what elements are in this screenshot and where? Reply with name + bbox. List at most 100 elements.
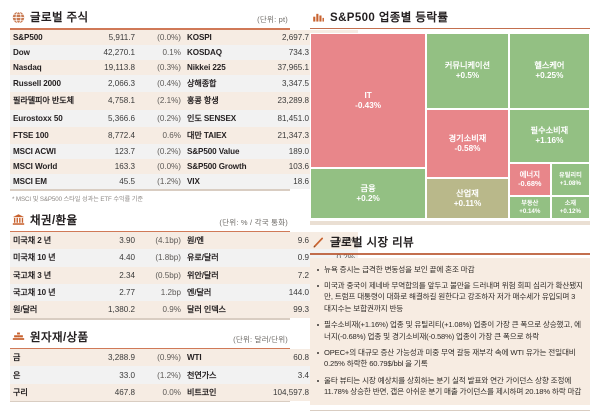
row-value-right: 3.4 [297,370,309,380]
treemap-cell[interactable]: IT -0.43% [310,33,427,169]
row-label-left: 미국채 2 년 [13,236,52,246]
review-bottom-rule [310,409,590,412]
row-label-right: 대만 TAIEX [187,130,227,140]
row-value-left: 2,066.3 [107,79,135,89]
row-change-left: (0.0%) [157,162,181,172]
treemap-cell[interactable]: 산업재 +0.11% [426,178,509,220]
treemap-cell[interactable]: 유틸리티 +1.08% [550,163,590,197]
treemap-cell-value: +1.08% [559,179,581,187]
section-header-treemap: S&P500 업종별 등락률 [310,6,590,28]
row-value-right: 37,965.1 [277,63,309,73]
treemap-cell-name: 소재 [564,200,577,208]
section-header-review: 글로벌 시장 리뷰 [310,231,590,253]
row-label-left: Russell 2000 [13,79,61,89]
review-item: 뉴욕 증시는 급격한 변동성을 보인 끝에 혼조 마감 [317,264,583,275]
divider-commodity [10,347,290,350]
row-value-right: 0.9 [297,253,309,263]
sector-treemap: IT -0.43% 금융 +0.2% 커뮤니케이션 +0.5% 헬스케어 +0.25% 경기소비… [310,33,590,220]
row-value-right: 60.8 [293,353,309,363]
row-label-right: 인도 SENSEX [187,113,237,123]
row-label-right: WTI [187,353,202,363]
row-value-left: 3.90 [119,236,135,246]
row-change-left: (4.1bp) [155,236,181,246]
row-value-left: 163.3 [114,162,135,172]
table-body-equity: S&P5005,911.7(0.0%)KOSPI2,697.7(0.8%)Dow… [10,29,358,190]
treemap-cell[interactable]: 부동산 +0.14% [508,196,551,220]
treemap-cell[interactable]: 헬스케어 +0.25% [508,33,590,109]
row-value-left: 19,113.8 [104,63,135,73]
footnote-equity: * MSCI 및 S&P500 스타일 성과는 ETF 수익률 기준 [12,195,143,203]
row-label-left: 필라델피아 반도체 [13,96,74,106]
treemap-canvas: IT -0.43% 금융 +0.2% 커뮤니케이션 +0.5% 헬스케어 +0.25% 경기소비… [310,33,590,220]
row-label-right: 유로/달러 [187,253,219,263]
section-unit-commodity: (단위: 달러/단위) [233,334,288,344]
row-value-left: 467.8 [114,387,135,397]
table-row: Eurostoxx 50 5,366.6 (0.2%) 인도 SENSEX 81,451… [10,109,358,127]
row-change-left: (1.2%) [157,370,181,380]
row-value-right: 23,289.8 [277,96,309,106]
row-label-right: S&P500 Growth [187,162,247,172]
treemap-cell-name: 경기소비재 [448,133,487,143]
row-label-right: 천연가스 [187,370,217,380]
treemap-cell[interactable]: 필수소비재 +1.16% [508,108,590,164]
treemap-cell-value: +0.25% [535,70,564,80]
table-bottom-rule-commodity [10,400,290,403]
row-value-left: 8,772.4 [107,130,135,140]
row-value-left: 45.5 [119,177,135,187]
treemap-cell-value: +0.11% [453,198,482,208]
row-change-left: (1.2%) [157,177,181,187]
row-label-right: VIX [187,177,200,187]
row-label-left: 원/달러 [13,305,38,314]
row-label-right: 비트코인 [187,387,217,397]
row-change-right: 0.9% [336,236,355,246]
treemap-cell[interactable]: 경기소비재 -0.58% [426,108,509,179]
treemap-cell[interactable]: 금융 +0.2% [310,168,427,220]
row-value-right: 144.0 [288,287,309,297]
row-value-left: 4,758.1 [107,96,135,106]
row-label-left: 국고채 10 년 [13,287,56,297]
globe-icon [12,10,25,24]
treemap-cell[interactable]: 소재 +0.12% [550,196,590,220]
row-value-left: 5,911.7 [108,32,135,42]
treemap-cell-name: IT [364,91,372,101]
row-change-left: 0.0% [162,387,181,397]
treemap-cell-name: 부동산 [521,200,539,208]
row-value-left: 2.77 [119,287,135,297]
section-title-treemap: S&P500 업종별 등락률 [330,12,449,24]
row-value-right: 9.6 [297,236,309,246]
row-change-left: (0.3%) [157,63,181,73]
row-label-right: Nikkei 225 [187,63,226,73]
row-change-left: 1.2bp [160,287,181,297]
divider-treemap [310,28,590,30]
table-bottom-rule-equity [10,189,290,192]
section-title-review: 글로벌 시장 리뷰 [330,237,415,250]
row-label-right: 위안/달러 [187,270,219,280]
row-label-left: Dow [13,47,30,57]
row-value-right: 81,451.0 [277,113,309,123]
treemap-cell-value: +0.12% [559,207,581,215]
row-value-left: 123.7 [114,147,135,156]
row-label-right: 홍콩 항생 [187,96,219,106]
section-sector-treemap: S&P500 업종별 등락률 IT -0.43% 금융 +0.2% 커뮤니케이션 +0.5… [310,6,590,226]
review-list: 뉴욕 증시는 급격한 변동성을 보인 끝에 혼조 마감 미국과 중국이 제네바 무… [317,264,583,398]
treemap-cell-value: -0.43% [355,100,382,110]
table-global-equity: S&P5005,911.7(0.0%)KOSPI2,697.7(0.8%)Dow… [10,29,358,190]
treemap-cell-name: 금융 [360,184,376,194]
row-change-left: (0.2%) [157,147,181,156]
section-market-review: 글로벌 시장 리뷰 뉴욕 증시는 급격한 변동성을 보인 끝에 혼조 마감 미국과… [310,231,590,412]
row-label-right: KOSDAQ [187,47,222,57]
section-rates-fx: 채권/환율 (단위: % / 각국 통화) 미국채 2 년 3.90 (4.1bp)… [10,209,358,320]
row-label-left: S&P500 [13,32,43,42]
treemap-cell-name: 에너지 [519,170,540,180]
row-change-left: 0.6% [162,130,181,140]
pencil-icon [312,236,325,249]
row-value-right: 103.6 [288,162,309,172]
treemap-cell[interactable]: 에너지 -0.68% [508,163,551,197]
treemap-cell[interactable]: 커뮤니케이션 +0.5% [426,33,509,109]
row-value-right: 189.0 [288,147,309,156]
row-value-right: 21,347.3 [277,130,309,140]
row-change-left: (0.9%) [157,353,181,363]
